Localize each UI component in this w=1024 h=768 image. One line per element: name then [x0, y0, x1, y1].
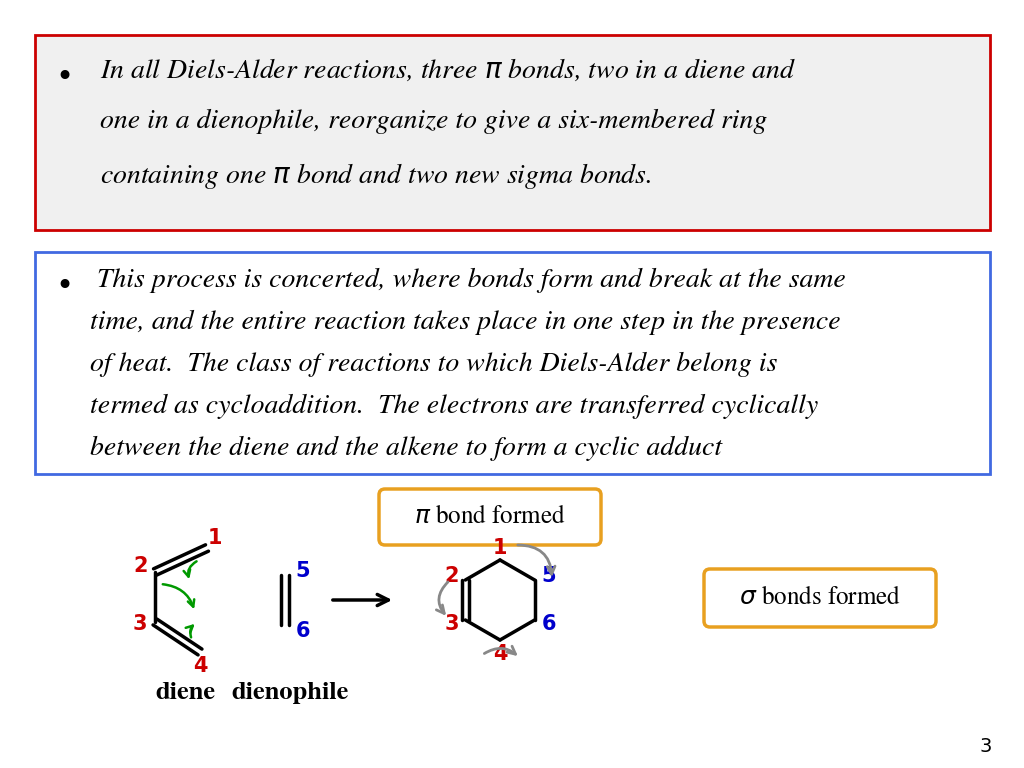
Text: 3: 3: [444, 614, 459, 634]
Text: 5: 5: [296, 561, 310, 581]
Text: $\sigma$ bonds formed: $\sigma$ bonds formed: [739, 586, 901, 610]
Text: diene: diene: [155, 682, 215, 704]
Text: 5: 5: [542, 566, 556, 586]
FancyBboxPatch shape: [379, 489, 601, 545]
Text: 3: 3: [133, 614, 147, 634]
Text: time, and the entire reaction takes place in one step in the presence: time, and the entire reaction takes plac…: [90, 310, 841, 335]
FancyBboxPatch shape: [705, 569, 936, 627]
Text: •: •: [55, 272, 73, 301]
Text: dienophile: dienophile: [231, 682, 348, 704]
Text: 2: 2: [134, 556, 148, 576]
FancyBboxPatch shape: [35, 252, 990, 474]
Text: 6: 6: [542, 614, 556, 634]
Text: one in a dienophile, reorganize to give a six-membered ring: one in a dienophile, reorganize to give …: [100, 109, 767, 134]
Text: 2: 2: [444, 566, 459, 586]
Text: 6: 6: [296, 621, 310, 641]
Text: 1: 1: [493, 538, 507, 558]
Text: termed as cycloaddition.  The electrons are transferred cyclically: termed as cycloaddition. The electrons a…: [90, 394, 818, 419]
FancyBboxPatch shape: [35, 35, 990, 230]
Text: 4: 4: [193, 656, 207, 676]
Text: In all Diels-Alder reactions, three $\pi$ bonds, two in a diene and: In all Diels-Alder reactions, three $\pi…: [100, 57, 796, 84]
Text: 1: 1: [208, 528, 222, 548]
Text: between the diene and the alkene to form a cyclic adduct: between the diene and the alkene to form…: [90, 436, 722, 461]
Text: $\pi$ bond formed: $\pi$ bond formed: [415, 505, 565, 529]
Text: of heat.  The class of reactions to which Diels-Alder belong is: of heat. The class of reactions to which…: [90, 352, 777, 377]
Text: 4: 4: [493, 644, 507, 664]
Text: This process is concerted, where bonds form and break at the same: This process is concerted, where bonds f…: [90, 268, 846, 293]
Text: 3: 3: [980, 737, 992, 756]
Text: •: •: [55, 63, 73, 92]
Text: containing one $\pi$ bond and two new sigma bonds.: containing one $\pi$ bond and two new si…: [100, 161, 651, 191]
